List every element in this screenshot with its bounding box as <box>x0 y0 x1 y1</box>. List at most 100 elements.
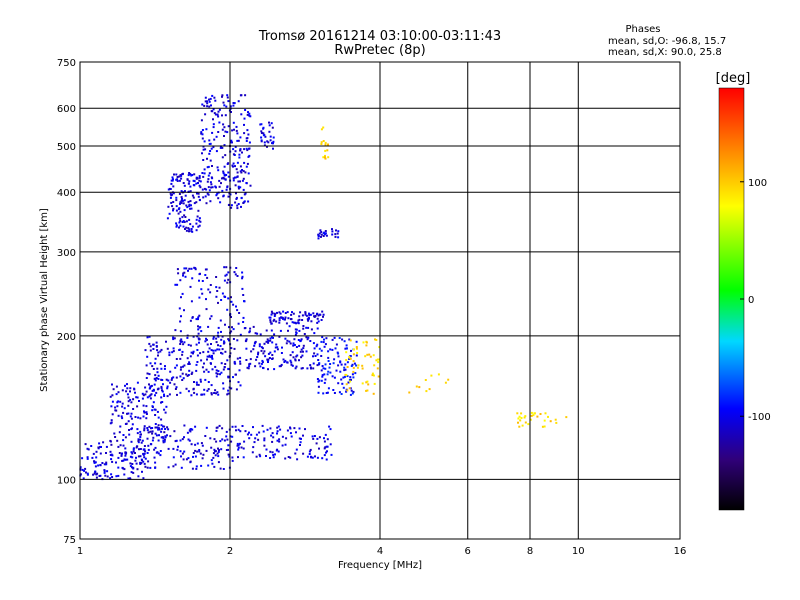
echo-point <box>139 417 142 420</box>
echo-point <box>238 369 241 372</box>
echo-point <box>270 434 273 437</box>
echo-point <box>189 223 192 226</box>
echo-point <box>322 126 325 129</box>
echo-point <box>286 429 289 432</box>
echo-point <box>128 433 131 436</box>
echo-point <box>221 189 224 192</box>
phase-stats-x: mean, sd,X: 90.0, 25.8 <box>608 47 722 58</box>
echo-point <box>172 350 175 353</box>
echo-point <box>272 147 274 150</box>
echo-point <box>217 110 220 113</box>
echo-point <box>349 355 352 358</box>
echo-point <box>223 104 226 107</box>
echo-point <box>217 447 219 450</box>
echo-point <box>262 367 265 370</box>
echo-point <box>301 319 304 321</box>
echo-point <box>151 389 154 392</box>
echo-point <box>223 279 226 282</box>
echo-point <box>201 366 204 369</box>
echo-point <box>201 103 204 106</box>
echo-point <box>191 230 194 233</box>
echo-point <box>131 452 134 455</box>
echo-point <box>213 138 216 141</box>
echo-point <box>331 375 334 378</box>
echo-point <box>323 345 326 348</box>
echo-point <box>180 466 183 469</box>
echo-point <box>127 400 130 403</box>
echo-point <box>243 123 245 126</box>
echo-point <box>324 141 327 144</box>
echo-point <box>271 451 274 454</box>
echo-point <box>209 317 212 320</box>
echo-point <box>270 329 273 332</box>
echo-point <box>352 370 355 373</box>
echo-point <box>281 444 284 447</box>
echo-point <box>220 362 223 365</box>
echo-point <box>352 366 355 369</box>
echo-point <box>208 152 211 155</box>
echo-point <box>430 374 433 377</box>
echo-point <box>196 349 199 351</box>
echo-point <box>325 392 328 394</box>
echo-point <box>263 437 266 440</box>
echo-point <box>223 366 226 368</box>
echo-point <box>221 438 224 441</box>
echo-point <box>207 388 210 391</box>
echo-point <box>156 451 159 454</box>
echo-point <box>212 452 215 455</box>
echo-point <box>290 363 293 366</box>
echo-point <box>302 327 305 330</box>
echo-point <box>166 387 169 390</box>
echo-point <box>222 170 225 173</box>
echo-point <box>162 439 165 442</box>
echo-point <box>246 366 249 369</box>
echo-point <box>200 464 203 467</box>
echo-point <box>408 391 411 394</box>
echo-point <box>301 354 304 357</box>
echo-point <box>293 344 296 346</box>
echo-point <box>219 146 222 149</box>
echo-point <box>142 453 145 456</box>
echo-point <box>184 190 186 193</box>
y-tick-label: 500 <box>57 142 76 153</box>
echo-point <box>249 184 252 187</box>
echo-point <box>524 421 527 424</box>
echo-point <box>146 466 149 469</box>
echo-point <box>205 338 208 341</box>
echo-point <box>154 466 157 469</box>
echo-point <box>161 379 164 381</box>
echo-point <box>217 370 220 373</box>
echo-point <box>94 471 97 473</box>
echo-point <box>178 179 181 182</box>
echo-point <box>131 456 134 459</box>
echo-point <box>211 186 214 189</box>
echo-point <box>242 188 245 191</box>
echo-point <box>148 425 151 428</box>
echo-point <box>231 425 234 428</box>
echo-point <box>318 447 320 450</box>
echo-point <box>187 269 189 272</box>
echo-point <box>208 347 211 350</box>
echo-point <box>220 371 223 374</box>
echo-point <box>176 393 178 396</box>
echo-point <box>284 312 287 314</box>
echo-point <box>217 169 220 172</box>
echo-point <box>219 440 222 443</box>
echo-point <box>197 195 200 198</box>
echo-point <box>152 436 155 439</box>
echo-point <box>157 439 160 442</box>
echo-point <box>206 157 208 160</box>
echo-point <box>172 447 175 450</box>
echo-point <box>195 363 198 366</box>
echo-point <box>113 432 116 435</box>
y-axis-label: Stationary phase Virtual Height [km] <box>39 208 50 392</box>
echo-point <box>152 343 155 346</box>
echo-point <box>424 379 427 381</box>
echo-point <box>322 232 325 235</box>
echo-point <box>201 137 204 140</box>
echo-point <box>218 286 221 289</box>
echo-point <box>269 319 272 322</box>
echo-point <box>290 435 293 438</box>
echo-point <box>218 348 221 351</box>
echo-point <box>217 115 220 118</box>
